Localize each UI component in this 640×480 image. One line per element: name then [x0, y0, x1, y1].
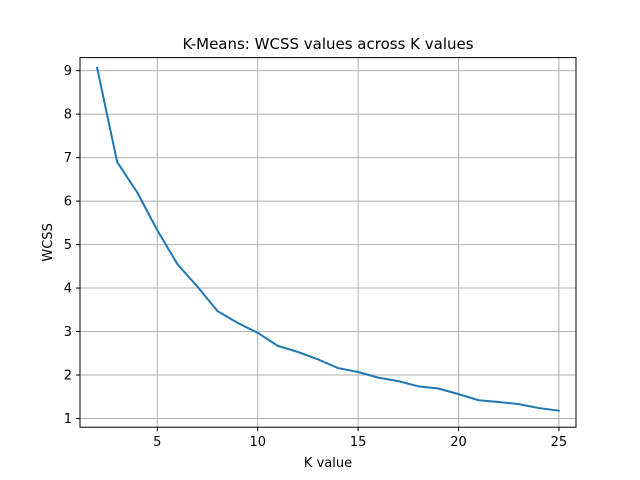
x-tick-label: 25: [551, 435, 568, 450]
y-tick-label: 7: [64, 151, 72, 166]
x-axis-label: K value: [304, 456, 352, 471]
x-tick-label: 20: [450, 435, 467, 450]
y-axis-label: WCSS: [41, 223, 56, 261]
axis-ticks: 5 10 15 20 25 1 2 3 4 5 6 7 8 9: [64, 64, 567, 450]
x-tick-label: 5: [153, 435, 161, 450]
plot-area-frame: [79, 57, 577, 428]
y-tick-label: 2: [64, 369, 72, 384]
y-tick-label: 3: [64, 325, 72, 340]
chart-title: K-Means: WCSS values across K values: [182, 35, 473, 53]
series-layer: [96, 66, 560, 412]
y-tick-label: 9: [64, 64, 72, 79]
y-tick-label: 6: [64, 195, 72, 210]
y-tick-label: 1: [64, 412, 72, 427]
wcss-series-line: [96, 66, 560, 412]
y-tick-label: 5: [64, 238, 72, 253]
grid-lines: [80, 57, 576, 428]
x-tick-label: 15: [350, 435, 367, 450]
y-tick-label: 4: [64, 282, 72, 297]
x-tick-label: 10: [249, 435, 266, 450]
y-tick-label: 8: [64, 108, 72, 123]
